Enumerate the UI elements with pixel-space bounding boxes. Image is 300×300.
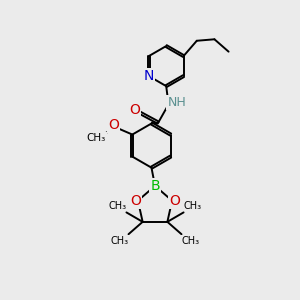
Text: CH₃: CH₃ [87,133,106,143]
Text: CH₃: CH₃ [108,201,126,211]
Text: CH₃: CH₃ [182,236,200,246]
Text: O: O [108,118,119,132]
Text: NH: NH [167,96,186,110]
Text: CH₃: CH₃ [110,236,128,246]
Text: O: O [130,194,141,208]
Text: CH₃: CH₃ [184,201,202,211]
Text: O: O [169,194,180,208]
Text: N: N [144,69,154,83]
Text: O: O [129,103,140,117]
Text: B: B [150,179,160,193]
